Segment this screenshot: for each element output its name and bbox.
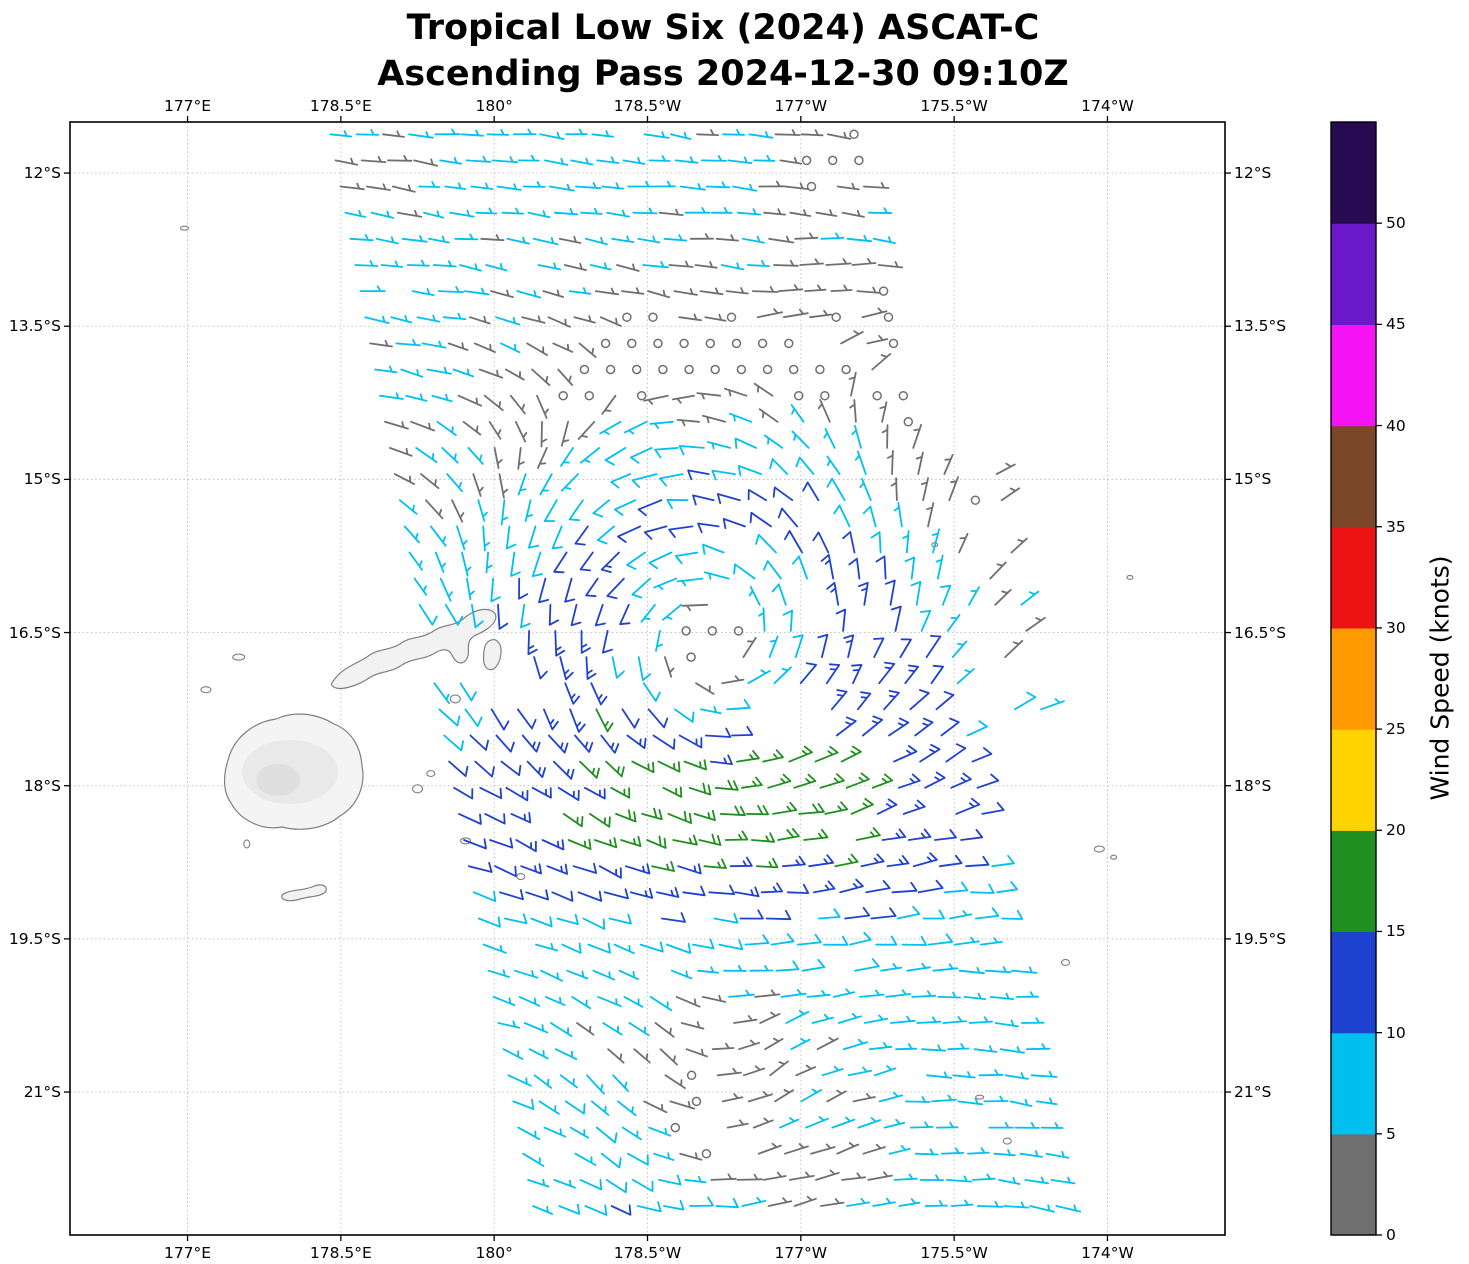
coastline-taveuni [482,639,502,671]
lat-tick-label-left: 19.5°S [8,929,61,948]
colorbar-tick-label: 5 [1386,1124,1396,1143]
colorbar-band [1331,627,1376,730]
lat-tick-label-right: 18°S [1234,776,1272,795]
lon-tick-label-top: 177°W [774,97,828,115]
chart-title: Tropical Low Six (2024) ASCAT-C [406,8,1040,48]
wind-barbs [329,128,1082,1216]
coastline-kadavu [281,884,327,902]
colorbar-tick-label: 50 [1386,214,1406,233]
colorbar-tick-label: 25 [1386,720,1406,739]
map-frame [64,116,1231,1241]
colorbar-band [1331,122,1376,224]
coastline-vanua-levu [330,608,497,690]
colorbar-tick-label: 45 [1386,315,1406,334]
colorbar-tick-label: 10 [1386,1023,1406,1042]
lat-tick-label-right: 15°S [1234,470,1272,489]
chart-subtitle: Ascending Pass 2024-12-30 09:10Z [377,53,1069,94]
colorbar-band [1331,425,1376,528]
colorbar-tick-label: 35 [1386,517,1406,536]
lat-tick-label-left: 12°S [23,164,61,183]
colorbar-band [1331,729,1376,831]
lon-tick-label-top: 177°E [163,97,212,115]
colorbar-tick-label: 15 [1386,922,1406,941]
lon-tick-label-top: 180° [475,97,513,115]
lon-tick-label-bottom: 175.5°W [920,1244,988,1262]
lat-tick-label-right: 21°S [1234,1083,1272,1102]
lon-tick-label-bottom: 174°W [1081,1244,1134,1262]
colorbar-tick-label: 30 [1386,618,1406,637]
coastlines [179,225,1134,1145]
lat-tick-label-left: 15°S [23,470,61,489]
lat-tick-label-left: 21°S [23,1083,61,1102]
lon-tick-label-bottom: 178.5°E [309,1244,372,1262]
lat-tick-label-left: 13.5°S [8,317,61,336]
lon-tick-label-top: 175.5°W [920,97,988,115]
colorbar [1330,121,1382,1236]
lat-tick-label-right: 19.5°S [1234,929,1287,948]
lon-tick-label-top: 178.5°W [613,97,682,115]
lat-tick-label-right: 13.5°S [1234,317,1287,336]
lon-tick-label-top: 178.5°E [309,97,372,115]
colorbar-band [1331,324,1376,427]
viti-levu-terrain-shade-2 [256,764,300,796]
colorbar-tick-label: 40 [1386,416,1406,435]
lat-tick-label-right: 16.5°S [1234,623,1287,642]
colorbar-band [1331,1133,1376,1236]
lon-tick-label-bottom: 177°E [163,1244,212,1262]
lon-tick-label-top: 174°W [1081,97,1134,115]
colorbar-tick-label: 0 [1386,1226,1396,1244]
lon-tick-label-bottom: 177°W [774,1244,828,1262]
lat-tick-label-left: 18°S [23,776,61,795]
colorbar-title: Wind Speed (knots) [1425,555,1455,801]
lon-tick-label-bottom: 180° [475,1244,513,1262]
colorbar-band [1331,931,1376,1034]
colorbar-band [1331,830,1376,933]
colorbar-tick-label: 20 [1386,821,1406,840]
colorbar-band [1331,223,1376,325]
lat-tick-label-left: 16.5°S [8,623,61,642]
map-gridlines [70,122,1225,1235]
colorbar-band [1331,526,1376,629]
colorbar-band [1331,1032,1376,1135]
lon-tick-label-bottom: 178.5°W [613,1244,682,1262]
chart-title-block: Tropical Low Six (2024) ASCAT-C Ascendin… [377,6,1069,97]
lat-tick-label-right: 12°S [1234,164,1272,183]
